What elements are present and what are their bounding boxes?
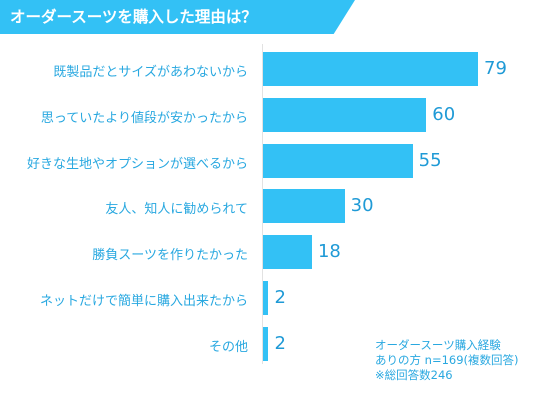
bar xyxy=(263,281,269,315)
category-axis-line xyxy=(262,44,263,364)
survey-note: オーダースーツ購入経験 ありの方 n=169(複数回答) ※総回答数246 xyxy=(375,338,519,383)
category-label: ネットだけで簡単に購入出来たから xyxy=(39,294,248,309)
bar xyxy=(263,189,345,224)
note-line-3: ※総回答数246 xyxy=(375,368,453,382)
value-label: 2 xyxy=(274,287,286,308)
bar xyxy=(263,143,413,178)
category-label: 思っていたより値段が安かったから xyxy=(40,110,248,126)
bar xyxy=(263,97,427,132)
chart-title: オーダースーツを購入した理由は？ xyxy=(10,8,257,26)
category-label: その他 xyxy=(208,339,248,355)
note-line-2: ありの方 n=169(複数回答) xyxy=(375,353,519,367)
note-line-1: オーダースーツ購入経験 xyxy=(375,338,501,352)
value-label: 30 xyxy=(350,195,374,217)
value-label: 79 xyxy=(484,58,507,79)
category-label: 好きな生地やオプションが選べるから xyxy=(26,156,248,172)
bar xyxy=(263,52,478,86)
value-label: 60 xyxy=(432,103,456,125)
category-label: 既製品だとサイズがあわないから xyxy=(53,65,248,80)
value-label: 2 xyxy=(274,332,286,354)
value-label: 18 xyxy=(317,241,341,263)
bar xyxy=(263,326,269,361)
category-label: 勝負スーツを作りたかった xyxy=(92,248,248,264)
value-label: 55 xyxy=(418,149,442,171)
bar xyxy=(263,235,312,270)
category-label: 友人、知人に勧められて xyxy=(105,202,248,218)
title-banner xyxy=(0,0,355,34)
